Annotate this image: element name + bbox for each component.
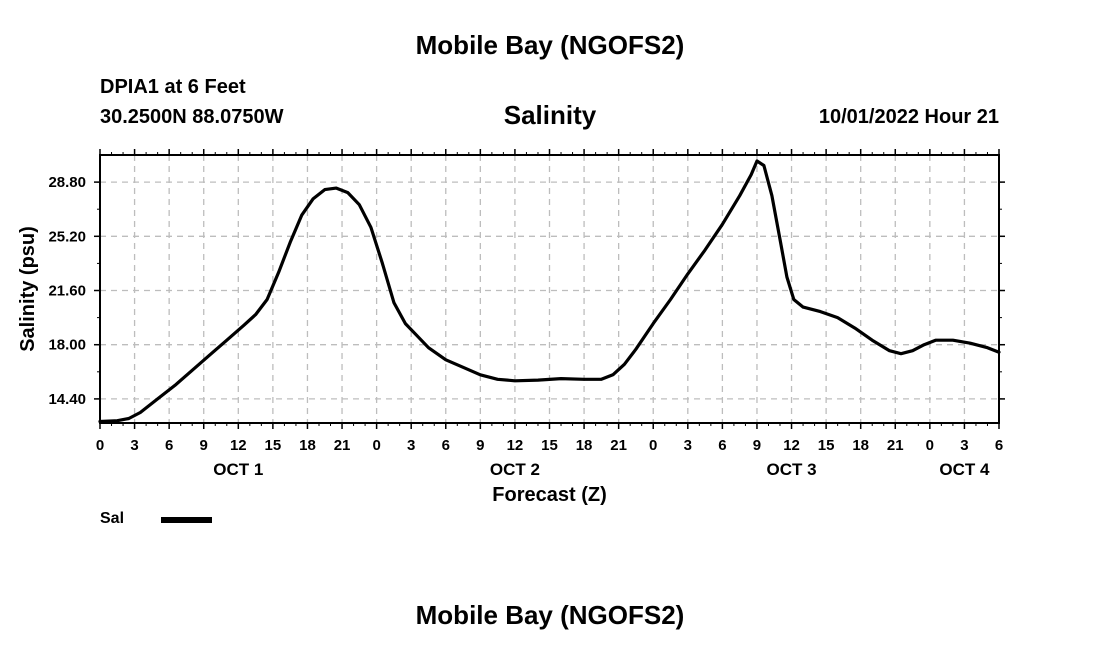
y-tick-label: 18.00 xyxy=(48,337,86,354)
x-tick-label: 6 xyxy=(718,437,726,454)
x-tick-label: 21 xyxy=(610,437,627,454)
x-tick-label: 6 xyxy=(995,437,1003,454)
x-tick-label: 3 xyxy=(960,437,968,454)
chart-title: Salinity xyxy=(503,100,597,130)
y-tick-label: 25.20 xyxy=(48,228,86,245)
top-title: Mobile Bay (NGOFS2) xyxy=(415,30,685,60)
x-tick-label: 21 xyxy=(887,437,904,454)
x-tick-label: 21 xyxy=(334,437,351,454)
bottom-title: Mobile Bay (NGOFS2) xyxy=(415,600,685,630)
x-tick-label: 3 xyxy=(407,437,415,454)
x-tick-label: 15 xyxy=(541,437,558,454)
x-tick-label: 6 xyxy=(442,437,450,454)
x-tick-label: 18 xyxy=(299,437,316,454)
x-axis-title: Forecast (Z) xyxy=(492,484,606,506)
series-line-sal xyxy=(98,159,1001,424)
date-label: OCT 3 xyxy=(767,460,817,479)
x-tick-label: 9 xyxy=(476,437,484,454)
x-tick-label: 12 xyxy=(507,437,524,454)
legend-swatch xyxy=(161,517,212,523)
y-tick-label: 28.80 xyxy=(48,174,86,191)
y-tick-label: 21.60 xyxy=(48,283,86,300)
x-tick-label: 15 xyxy=(265,437,282,454)
x-tick-label: 0 xyxy=(649,437,657,454)
x-tick-label: 6 xyxy=(165,437,173,454)
x-tick-label: 12 xyxy=(783,437,800,454)
station-label: DPIA1 at 6 Feet xyxy=(100,76,246,98)
legend-label: Sal xyxy=(100,510,125,527)
x-tick-label: 12 xyxy=(230,437,247,454)
station-coordinates: 30.2500N 88.0750W xyxy=(100,106,284,128)
x-tick-label: 0 xyxy=(96,437,104,454)
y-tick-label: 14.40 xyxy=(48,391,86,408)
x-tick-label: 15 xyxy=(818,437,835,454)
x-tick-label: 9 xyxy=(753,437,761,454)
y-axis-title: Salinity (psu) xyxy=(17,226,39,352)
date-label: OCT 1 xyxy=(213,460,263,479)
x-tick-label: 18 xyxy=(852,437,869,454)
x-tick-label: 18 xyxy=(576,437,593,454)
x-tick-label: 3 xyxy=(130,437,138,454)
x-tick-label: 0 xyxy=(372,437,380,454)
x-tick-label: 3 xyxy=(684,437,692,454)
forecast-timestamp: 10/01/2022 Hour 21 xyxy=(818,106,999,128)
date-label: OCT 2 xyxy=(490,460,540,479)
x-tick-label: 9 xyxy=(200,437,208,454)
x-tick-label: 0 xyxy=(926,437,934,454)
date-label: OCT 4 xyxy=(939,460,990,479)
